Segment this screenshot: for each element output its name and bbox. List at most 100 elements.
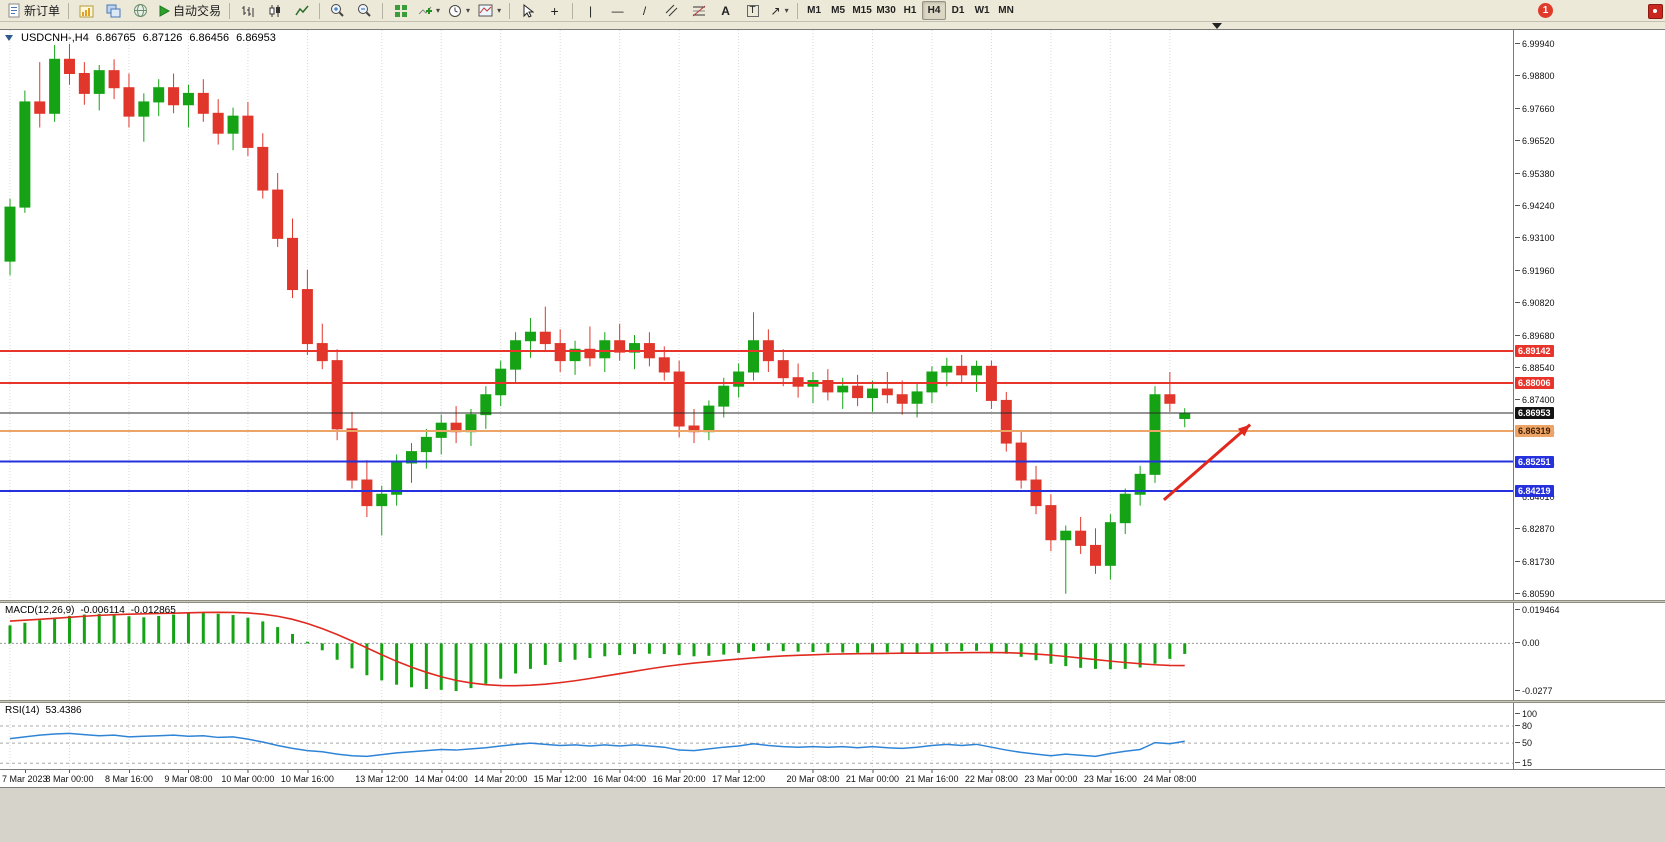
price-tag: 6.88006 bbox=[1515, 377, 1554, 390]
tf-button-h4[interactable]: H4 bbox=[922, 1, 947, 20]
profiles-button[interactable] bbox=[100, 0, 127, 21]
chart-high-value: 6.87126 bbox=[142, 32, 183, 44]
candle-up bbox=[1149, 386, 1161, 483]
tf-button-m30[interactable]: M30 bbox=[876, 5, 896, 16]
corner-alert-icon[interactable] bbox=[1648, 4, 1663, 19]
pane-splitter[interactable] bbox=[0, 700, 1665, 703]
candle-up bbox=[703, 400, 715, 441]
autotrade-label: 自动交易 bbox=[173, 4, 222, 18]
time-tick-label: 16 Mar 04:00 bbox=[593, 770, 647, 784]
candle-down bbox=[257, 133, 269, 199]
oneclick-expand-icon[interactable] bbox=[5, 35, 13, 41]
candle-down bbox=[539, 306, 551, 353]
time-tick-label: 20 Mar 08:00 bbox=[786, 770, 840, 784]
macd-name: MACD(12,26,9) bbox=[5, 605, 75, 616]
time-tick-label: 23 Mar 00:00 bbox=[1024, 770, 1078, 784]
tf-button-h1[interactable]: H1 bbox=[903, 5, 917, 16]
templates-button[interactable]: ▾ bbox=[474, 0, 505, 21]
axis-tick-label: 6.82870 bbox=[1515, 524, 1555, 535]
tf-button-w1[interactable]: W1 bbox=[974, 5, 990, 16]
candle-down bbox=[896, 380, 908, 415]
tf-button-mn[interactable]: MN bbox=[998, 5, 1014, 16]
fibonacci-tool-button[interactable] bbox=[685, 0, 712, 21]
candle-up bbox=[435, 414, 447, 455]
chart-shift-marker[interactable] bbox=[1212, 23, 1222, 29]
periods-button[interactable]: ▾ bbox=[444, 0, 474, 21]
rsi-plot: RSI(14) 53.4386 bbox=[0, 703, 1513, 769]
zoom-out-button[interactable] bbox=[351, 0, 378, 21]
candle-up bbox=[227, 107, 239, 151]
cursor-tool-button[interactable] bbox=[514, 0, 541, 21]
axis-tick-label: -0.0277 bbox=[1515, 686, 1553, 697]
time-tick-label: 7 Mar 2023 bbox=[2, 770, 48, 784]
chart-window: USDCNH-,H4 6.86765 6.87126 6.86456 6.869… bbox=[0, 29, 1665, 788]
tf-button-m15[interactable]: M15 bbox=[852, 5, 872, 16]
tf-button-m5[interactable]: M5 bbox=[831, 5, 846, 16]
candle-down bbox=[331, 349, 343, 441]
chart-open-value: 6.86765 bbox=[95, 32, 136, 44]
macd-canvas[interactable] bbox=[0, 603, 1513, 700]
axis-tick-label: 6.90820 bbox=[1515, 298, 1555, 309]
crosshair-tool-button[interactable]: + bbox=[541, 0, 568, 21]
candle-up bbox=[391, 454, 403, 506]
candle-up bbox=[971, 360, 983, 392]
axis-tick-label: 6.93100 bbox=[1515, 233, 1555, 244]
candle-down bbox=[361, 460, 373, 517]
autotrade-button[interactable]: 自动交易 bbox=[154, 0, 225, 21]
candle-down bbox=[777, 349, 789, 387]
arrows-tool-button[interactable]: ↗ ▾ bbox=[766, 0, 793, 21]
time-tick-label: 8 Mar 00:00 bbox=[45, 770, 94, 784]
zoom-in-button[interactable] bbox=[324, 0, 351, 21]
channel-tool-button[interactable] bbox=[658, 0, 685, 21]
new-order-button[interactable]: 新订单 bbox=[4, 0, 64, 21]
candle-up bbox=[1179, 408, 1191, 428]
toolbar-separator bbox=[319, 2, 321, 19]
indicators-button[interactable]: ▾ bbox=[414, 0, 444, 21]
notification-badge[interactable]: 1 bbox=[1538, 3, 1553, 18]
candle-up bbox=[941, 357, 953, 387]
axis-tick-label: 15 bbox=[1514, 758, 1533, 769]
hline-tool-button[interactable]: — bbox=[604, 0, 631, 21]
candle-down bbox=[346, 411, 358, 489]
candle-up bbox=[1134, 465, 1146, 506]
candle-up bbox=[153, 79, 165, 117]
candle-up bbox=[93, 64, 105, 111]
window-bottom-area bbox=[0, 787, 1665, 842]
candle-down bbox=[658, 346, 670, 381]
candle-down bbox=[852, 374, 864, 407]
axis-tick-label: 6.98800 bbox=[1515, 71, 1555, 82]
axis-tick-label: 50 bbox=[1514, 738, 1533, 749]
macd-main-value: -0.006114 bbox=[80, 605, 125, 616]
candle-up bbox=[718, 377, 730, 418]
candle-down bbox=[63, 43, 75, 85]
candle-down bbox=[287, 218, 299, 299]
new-chart-button[interactable] bbox=[73, 0, 100, 21]
tf-button-m1[interactable]: M1 bbox=[807, 5, 822, 16]
trendline-tool-button[interactable]: / bbox=[631, 0, 658, 21]
axis-tick-label: 6.88540 bbox=[1515, 363, 1555, 374]
pane-splitter[interactable] bbox=[0, 600, 1665, 603]
candle-down bbox=[316, 323, 328, 370]
line-chart-type-button[interactable] bbox=[288, 0, 315, 21]
clock-icon bbox=[449, 4, 462, 17]
text-tool-button[interactable]: A bbox=[712, 0, 739, 21]
candle-down bbox=[272, 172, 284, 247]
main-chart-canvas[interactable] bbox=[0, 30, 1513, 600]
candle-down bbox=[450, 406, 462, 444]
label-tool-button[interactable]: T bbox=[739, 0, 766, 21]
candle-down bbox=[881, 372, 893, 404]
community-button[interactable] bbox=[127, 0, 154, 21]
bar-chart-type-button[interactable] bbox=[234, 0, 261, 21]
time-tick-label: 21 Mar 00:00 bbox=[845, 770, 899, 784]
candlestick-type-button[interactable] bbox=[261, 0, 288, 21]
tf-button-d1[interactable]: D1 bbox=[951, 5, 965, 16]
tile-windows-button[interactable] bbox=[387, 0, 414, 21]
dropdown-icon: ▾ bbox=[497, 6, 502, 15]
time-tick-label: 15 Mar 12:00 bbox=[533, 770, 587, 784]
candle-down bbox=[1090, 528, 1102, 574]
candle-down bbox=[985, 360, 997, 409]
rsi-canvas[interactable] bbox=[0, 703, 1513, 769]
vline-tool-button[interactable]: | bbox=[577, 0, 604, 21]
trend-arrow[interactable] bbox=[1162, 423, 1252, 502]
time-axis: 7 Mar 2023 8 Mar 00:00 8 Mar 16:00 9 Mar 08… bbox=[0, 769, 1665, 787]
